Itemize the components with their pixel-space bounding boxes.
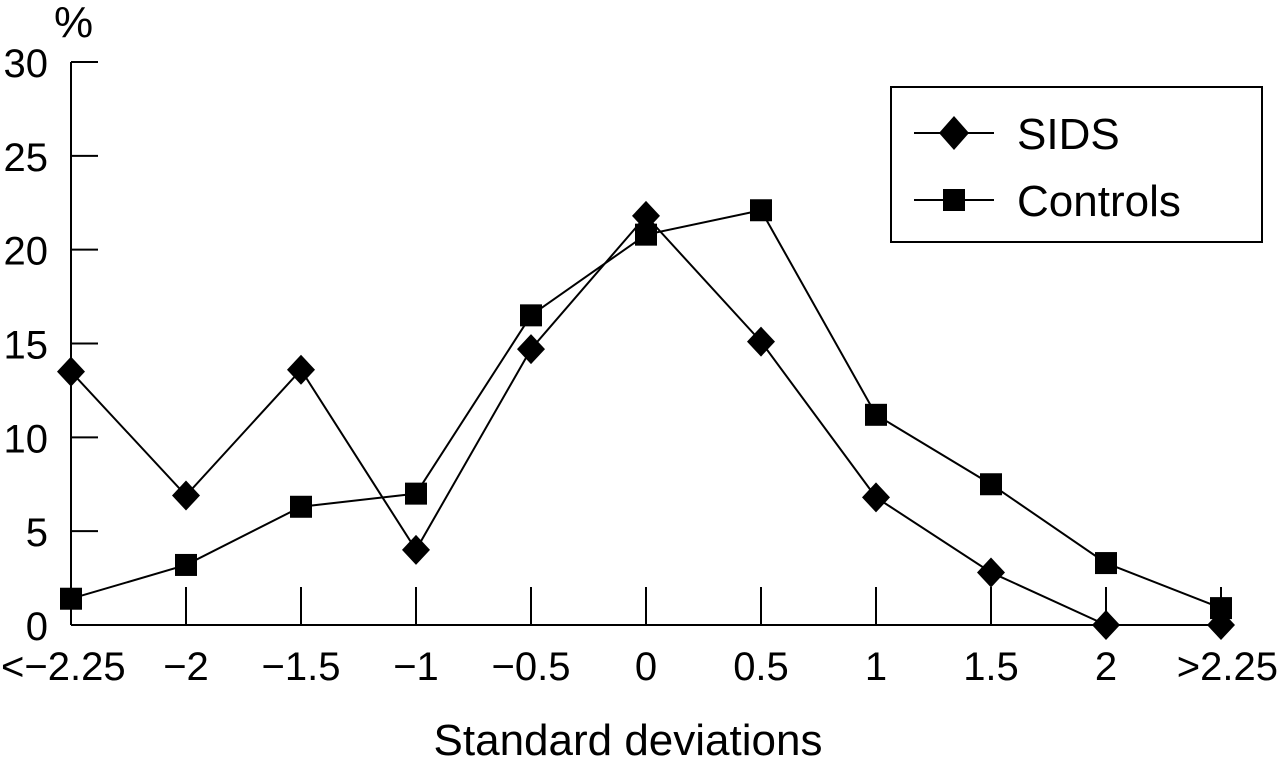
y-tick-label: 15 [4,324,49,368]
series-group [57,199,1235,640]
data-point-controls [290,495,312,518]
data-point-controls [175,553,197,576]
series-line-sids [70,214,1221,626]
x-tick-label: 0 [635,645,657,689]
y-tick-label: 25 [4,136,49,180]
data-point-controls [1095,552,1117,575]
x-tick-label: 2 [1095,645,1117,689]
x-tick-label: −2 [163,645,209,689]
data-point-sids [172,480,200,511]
data-point-sids [632,200,660,231]
data-point-controls [60,587,82,610]
data-point-sids [977,557,1005,588]
data-point-controls [635,223,657,246]
data-point-controls [865,403,887,426]
data-point-sids [517,334,545,365]
x-tick-label: 1.5 [963,645,1019,689]
data-point-controls [405,482,427,505]
y-axis-title: % [54,0,93,47]
data-point-sids [1092,610,1120,640]
data-point-sids [287,354,315,385]
data-point-sids [57,356,85,387]
legend-label-sids: SIDS [1017,110,1120,159]
y-tick-label: 10 [4,417,49,461]
legend-marker-controls [943,189,965,211]
series-line-controls [70,209,1222,610]
legend-box [890,86,1263,243]
x-tick-label: 1 [865,645,887,689]
y-tick-label: 20 [4,230,49,274]
legend-label-controls: Controls [1017,177,1181,226]
x-tick-label: <−2.25 [1,645,126,689]
y-axis-ticks [71,61,98,533]
y-tick-labels: 0 5 10 15 20 25 30 [4,42,49,649]
data-point-sids [862,482,890,513]
y-tick-label: 5 [26,511,48,555]
data-point-sids [402,534,430,565]
y-tick-label: 30 [4,42,49,86]
data-point-sids [747,326,775,357]
x-tick-label: −1.5 [262,645,341,689]
data-point-controls [980,473,1002,496]
data-point-controls [520,304,542,327]
data-point-controls [750,199,772,222]
x-tick-label: −1 [393,645,439,689]
y-tick-label: 0 [26,605,48,649]
legend-marker-sids [939,116,969,150]
x-tick-label: >2.25 [1177,645,1278,689]
x-tick-labels: <−2.25 −2 −1.5 −1 −0.5 0 0.5 1 1.5 2 >2.25 [1,645,1278,689]
data-point-controls [1210,597,1232,620]
x-tick-label: −0.5 [492,645,571,689]
x-axis-title: Standard deviations [434,716,823,759]
x-tick-label: 0.5 [733,645,789,689]
legend: SIDS Controls [890,86,1263,243]
